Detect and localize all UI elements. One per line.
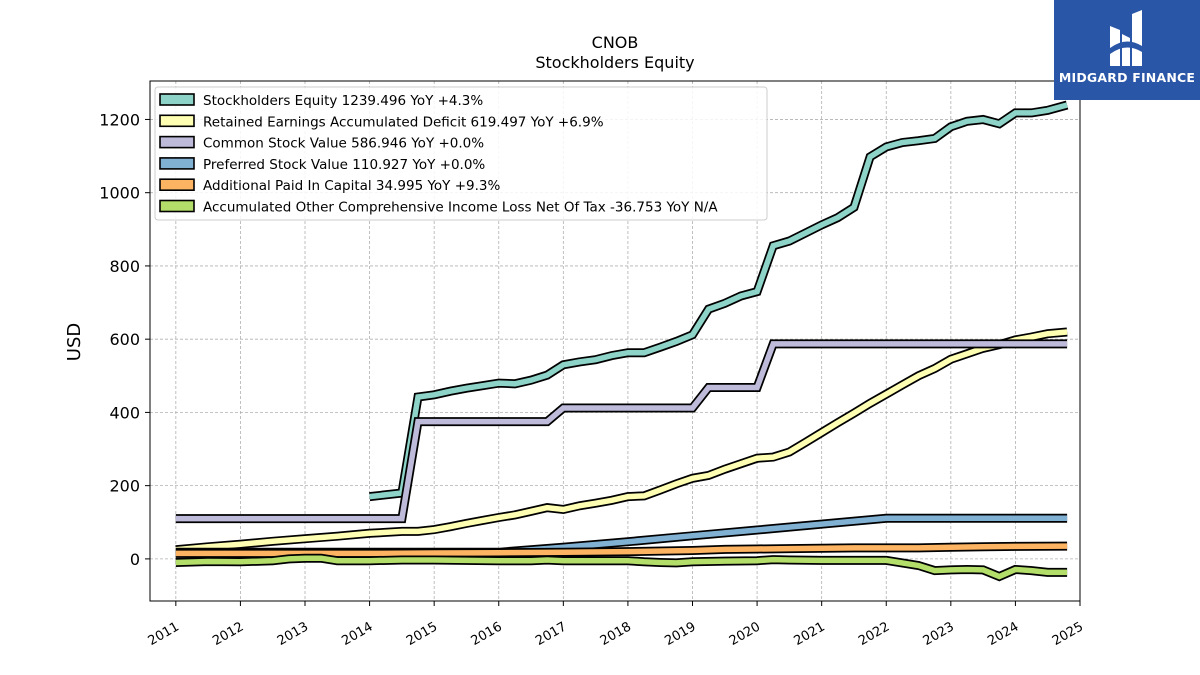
series-lines [175,100,1069,582]
series-stroke [175,555,1068,580]
y-axis-label: USD [64,323,85,361]
series-line-2 [175,327,1068,555]
legend-entry: Retained Earnings Accumulated Deficit 61… [203,114,604,130]
legend-swatch [159,135,195,149]
series-stroke [369,102,1068,500]
legend: Stockholders Equity 1239.496 YoY +4.3% Re… [154,86,768,221]
series-line-5 [175,541,1068,558]
y-tick-label: 1200 [99,110,140,129]
series-line-1 [369,100,1069,502]
legend-entry: Accumulated Other Comprehensive Income L… [203,200,718,216]
series-stroke [175,543,1068,557]
legend-entry: Stockholders Equity 1239.496 YoY +4.3% [203,93,483,109]
midgard-logo-icon [1110,10,1142,66]
legend-entry: Preferred Stock Value 110.927 YoY +0.0% [203,157,485,173]
legend-swatch [159,93,195,106]
y-tick-label: 600 [109,330,140,349]
series-line-6 [175,553,1068,582]
chart-title: CNOB [592,33,639,52]
legend-swatch [159,178,195,191]
legend-entry: Additional Paid In Capital 34.995 YoY +9… [203,178,500,194]
plot-frame [149,80,1081,602]
brand-logo: MIDGARD FINANCE [1054,0,1200,100]
legend-entry: Common Stock Value 586.946 YoY +0.0% [203,136,484,152]
brand-name: MIDGARD FINANCE [1058,70,1196,85]
legend-swatch [159,114,195,128]
series-stroke [175,329,1068,553]
y-tick-label: 200 [109,477,140,496]
series-stroke [175,341,1068,522]
y-tick-label: 1000 [99,184,140,203]
legend-swatch [159,199,195,213]
chart-subtitle: Stockholders Equity [535,53,694,72]
y-tick-label: 0 [130,550,140,569]
legend-box [154,86,768,221]
y-tick-label: 800 [109,257,140,276]
legend-swatch [159,157,195,170]
y-tick-label: 400 [109,403,140,422]
series-line-3 [175,339,1068,524]
